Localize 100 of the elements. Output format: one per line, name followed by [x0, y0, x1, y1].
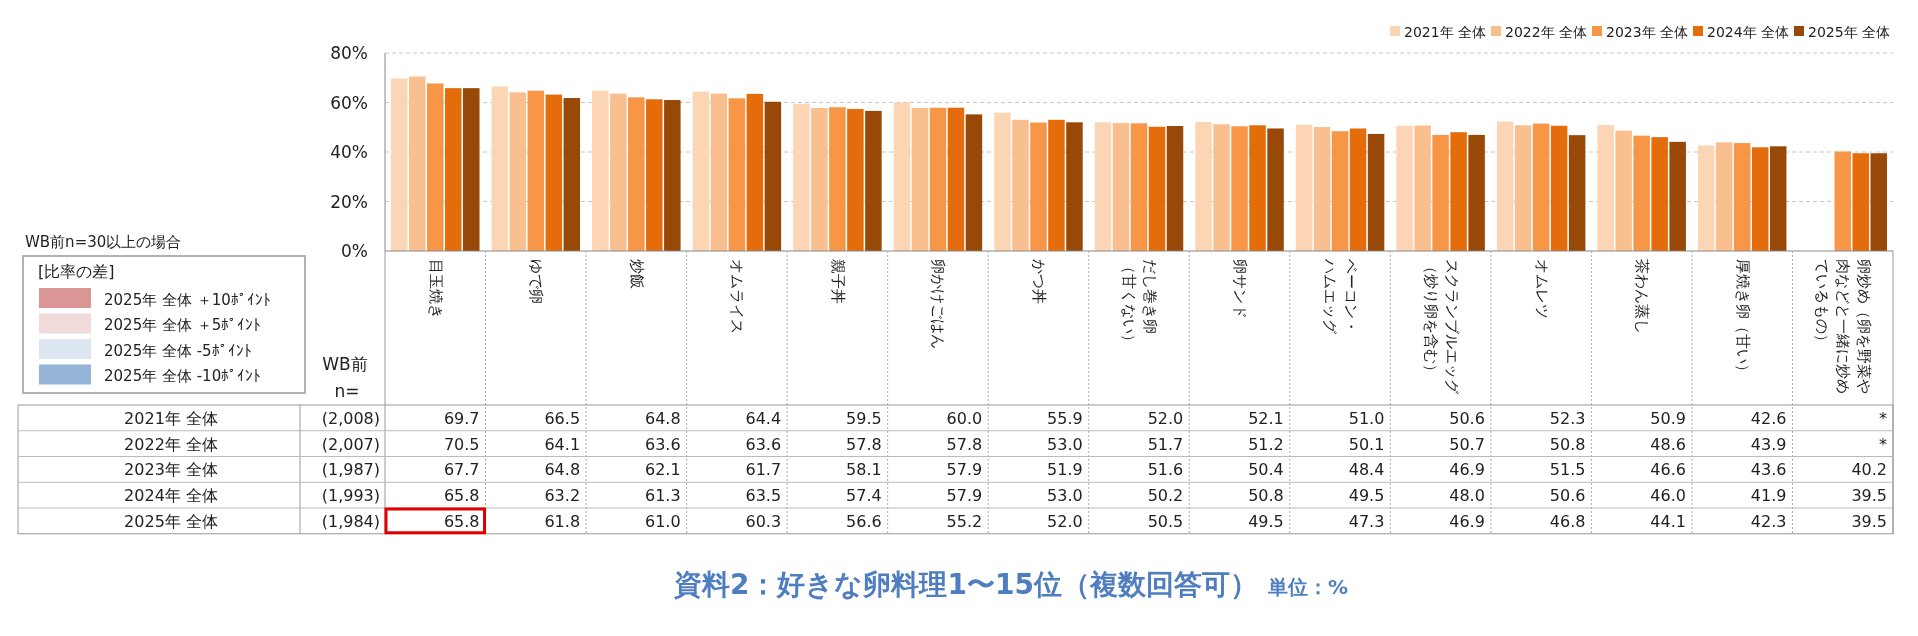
- bar: [1313, 127, 1331, 251]
- data-label: 39.5: [1851, 511, 1887, 531]
- y-tick-label: 60%: [330, 92, 368, 113]
- bar: [793, 103, 810, 251]
- text: 2025年 全体 ＋5ﾎﾟｲﾝﾄ: [104, 316, 262, 334]
- data-label: 48.6: [1650, 434, 1686, 454]
- data-label: 50.8: [1248, 486, 1284, 506]
- bar: [1669, 141, 1686, 251]
- data-label: 51.6: [1147, 460, 1184, 480]
- bar: [1532, 123, 1550, 251]
- text: 2024年 全体: [124, 486, 218, 506]
- data-label: 57.9: [946, 460, 983, 480]
- bar: [1148, 126, 1166, 251]
- y-tick-label: 80%: [330, 43, 368, 63]
- bar: [646, 99, 663, 251]
- x-tick-label: オムレツ: [1531, 259, 1552, 321]
- data-label: 50.4: [1248, 460, 1284, 480]
- data-label: 40.2: [1851, 460, 1887, 480]
- y-tick-label: 20%: [330, 191, 368, 212]
- data-label: 66.5: [544, 408, 581, 428]
- data-label: 39.5: [1851, 486, 1887, 506]
- data-label: 47.3: [1348, 511, 1385, 531]
- bar: [1349, 128, 1367, 251]
- x-tick-label: 目玉焼き: [425, 259, 446, 321]
- text: 2025年 全体: [124, 511, 218, 531]
- bar: [1615, 130, 1632, 251]
- data-label: 65.8: [443, 486, 480, 506]
- bar: [947, 107, 965, 251]
- bar: [1066, 122, 1083, 251]
- data-label: 46.6: [1650, 460, 1686, 480]
- data-label: 49.5: [1348, 486, 1385, 506]
- data-label: 50.6: [1449, 408, 1485, 428]
- data-label: 43.6: [1750, 460, 1787, 480]
- data-label: 50.7: [1449, 434, 1485, 454]
- data-label: 46.8: [1549, 511, 1586, 531]
- bar: [545, 94, 563, 251]
- bar: [1733, 143, 1751, 251]
- data-label: 48.0: [1449, 486, 1485, 506]
- legend-label: 2025年 全体: [1808, 24, 1891, 40]
- bar: [1697, 145, 1715, 251]
- data-label: 61.7: [745, 460, 782, 480]
- data-label: 61.8: [544, 511, 581, 531]
- data-label: 64.8: [644, 408, 681, 428]
- data-label: 63.5: [745, 486, 782, 506]
- x-tick-label: オムライス: [727, 259, 748, 336]
- text: *: [1879, 434, 1887, 454]
- bar: [1450, 132, 1467, 251]
- text: 単位：%: [1266, 575, 1348, 599]
- text: 2021年 全体: [124, 408, 218, 428]
- data-label: 63.2: [544, 486, 581, 506]
- data-label: 41.9: [1750, 486, 1787, 506]
- bar: [1550, 125, 1568, 251]
- data-label: 52.3: [1549, 408, 1586, 428]
- text: (1,993): [321, 486, 380, 506]
- bar: [445, 88, 462, 251]
- bar: [1012, 119, 1029, 251]
- bar: [1414, 125, 1431, 251]
- bar: [1852, 153, 1869, 251]
- bar: [527, 90, 545, 251]
- x-tick-label: かつ丼: [1028, 259, 1049, 306]
- bar: [764, 101, 782, 251]
- text: *: [1879, 408, 1887, 428]
- bar: [994, 112, 1011, 251]
- bar: [563, 98, 581, 251]
- data-label: 65.8: [443, 511, 480, 531]
- text: 2025年 全体 -5ﾎﾟｲﾝﾄ: [104, 342, 252, 360]
- data-label: 43.9: [1750, 434, 1787, 454]
- data-label: 60.0: [946, 408, 983, 428]
- bar: [746, 93, 764, 251]
- data-label: 46.9: [1449, 511, 1485, 531]
- data-label: 64.8: [544, 460, 581, 480]
- data-label: 69.7: [443, 408, 480, 428]
- data-label: 51.5: [1549, 460, 1586, 480]
- bar: [1751, 147, 1769, 251]
- data-label: 50.5: [1147, 511, 1184, 531]
- data-label: 52.1: [1248, 408, 1284, 428]
- bar: [847, 108, 864, 251]
- x-tick-label: 茶わん蒸し: [1632, 259, 1653, 336]
- y-tick-label: 40%: [330, 142, 368, 162]
- bar: [1249, 125, 1266, 251]
- data-label: 58.1: [846, 460, 882, 480]
- bar: [610, 93, 627, 251]
- x-tick-label: 卵炒め（卵を野菜や肉などと一緒に炒めているもの）: [1812, 259, 1875, 396]
- legend-label: 2022年 全体: [1505, 24, 1588, 40]
- data-label: 51.7: [1147, 434, 1184, 454]
- bar: [592, 90, 609, 251]
- data-label: 63.6: [745, 434, 782, 454]
- x-tick-label: ゆで卵: [526, 259, 547, 306]
- legend-label: 2023年 全体: [1606, 24, 1689, 40]
- data-label: 52.0: [1147, 408, 1184, 428]
- bar: [1432, 134, 1449, 251]
- bar: [1213, 124, 1230, 251]
- x-tick-label: 親子丼: [827, 259, 848, 306]
- data-label: 60.3: [745, 511, 782, 531]
- bar: [1267, 128, 1284, 251]
- legend-label: 2021年 全体: [1404, 24, 1487, 40]
- data-label: 61.0: [644, 511, 681, 531]
- bar: [391, 78, 408, 251]
- text: (2,008): [321, 408, 380, 428]
- data-label: 62.1: [644, 460, 681, 480]
